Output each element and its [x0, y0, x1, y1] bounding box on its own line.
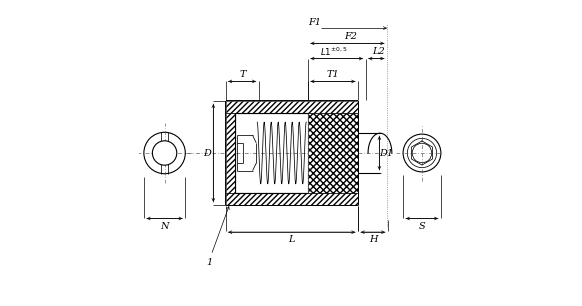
Bar — [225, 114, 235, 192]
Bar — [225, 114, 235, 192]
Text: F2: F2 — [345, 32, 357, 41]
Text: $L1^{\pm0,5}$: $L1^{\pm0,5}$ — [320, 46, 347, 58]
Bar — [225, 192, 358, 205]
Text: T1: T1 — [327, 70, 339, 79]
Bar — [225, 101, 358, 114]
Text: L2: L2 — [372, 47, 385, 56]
Circle shape — [152, 141, 177, 165]
Text: F1: F1 — [308, 18, 321, 27]
Text: D: D — [203, 148, 211, 158]
Bar — [308, 114, 358, 192]
Circle shape — [407, 138, 436, 168]
Bar — [225, 101, 358, 114]
Text: D1: D1 — [379, 148, 393, 158]
Bar — [308, 114, 358, 192]
Text: N: N — [160, 222, 169, 231]
Circle shape — [144, 132, 185, 174]
Circle shape — [412, 143, 432, 163]
Circle shape — [403, 134, 441, 172]
Text: T: T — [240, 70, 246, 79]
Text: S: S — [418, 222, 425, 231]
Text: L: L — [289, 235, 295, 244]
Text: H: H — [368, 235, 377, 244]
Bar — [225, 192, 358, 205]
Text: 1: 1 — [206, 258, 212, 267]
